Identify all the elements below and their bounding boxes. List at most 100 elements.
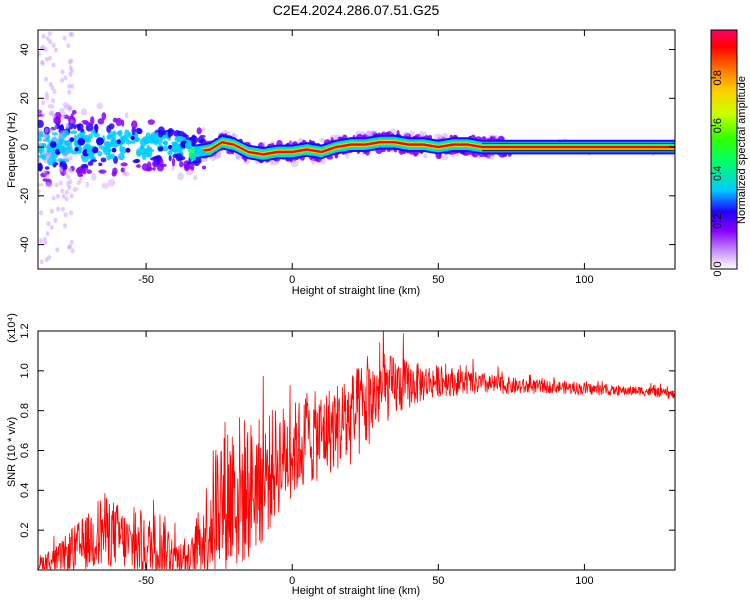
spectrogram-cell	[49, 208, 54, 214]
spectrogram-cell	[70, 248, 75, 254]
spectrogram-cell	[39, 259, 44, 265]
spectrogram-cell	[119, 145, 124, 153]
spectrogram-cell	[43, 240, 48, 246]
spectrogram-ytick-label: -40	[19, 237, 31, 253]
spectrogram-cell	[437, 135, 445, 139]
spectrogram-cell	[45, 155, 50, 161]
spectrogram-blob	[191, 142, 196, 147]
spectrogram-cell	[55, 193, 60, 199]
spectrogram-cell	[71, 110, 77, 115]
spectrogram-cell	[60, 69, 65, 75]
spectrogram-cell	[42, 150, 47, 156]
spectrogram-cell	[49, 127, 54, 133]
spectrogram-cell	[53, 217, 58, 223]
spectrogram-cell	[311, 157, 316, 166]
spectrogram-cell	[98, 169, 107, 174]
spectrogram-cell	[168, 155, 172, 162]
spectrogram-cell	[85, 123, 94, 132]
snr-ytick-label: 0.6	[19, 443, 31, 458]
spectrogram-blob	[176, 135, 183, 143]
figure-title: C2E4.2024.286.07.51.G25	[273, 2, 440, 18]
spectrogram-cell	[39, 210, 44, 216]
spectrogram-cell	[193, 174, 198, 181]
spectrogram-cell	[44, 128, 49, 134]
spectrogram-cell	[45, 182, 50, 188]
spectrogram-cell	[70, 83, 75, 89]
spectrogram-cell	[38, 119, 44, 128]
colorbar: 0.0 0.2 0.4 0.6 0.8 Normalized spectral ampl…	[710, 29, 748, 277]
spectrogram-cell	[132, 159, 140, 164]
spectrogram-cell	[38, 162, 43, 172]
spectrogram-blob	[111, 147, 117, 153]
spectrogram-cell	[290, 159, 299, 168]
spectrogram-cell	[45, 36, 50, 42]
spectrogram-xlabel: Height of straight line (km)	[292, 285, 420, 297]
spectrogram-cell	[60, 130, 65, 136]
spectrogram-cell	[91, 129, 96, 135]
spectrogram-cell	[100, 157, 107, 163]
spectrogram-cell	[52, 88, 57, 94]
spectrogram-cell	[94, 124, 99, 130]
spectrogram-cell	[191, 160, 199, 164]
spectrogram-ridge-band	[195, 141, 675, 156]
spectrogram-cell	[60, 206, 65, 212]
spectrogram-cell	[107, 179, 116, 187]
spectrogram-cell	[62, 35, 67, 41]
spectrogram-cell	[115, 117, 123, 127]
spectrogram-cell	[153, 158, 157, 168]
spectrogram-blob	[77, 138, 86, 146]
spectrogram-cell	[177, 172, 184, 181]
spectrogram-cell	[38, 188, 41, 194]
spectrogram-cell	[64, 196, 69, 202]
spectrogram-cell	[201, 165, 207, 170]
spectrogram-cell	[73, 134, 78, 142]
spectrogram-cell	[42, 236, 47, 242]
spectrogram-cell	[390, 128, 397, 135]
spectrogram-blob	[58, 145, 67, 153]
spectrogram-axes: -50 0 50 100 -40 -20 0 20 40	[19, 30, 675, 286]
spectrogram-cell	[62, 112, 67, 118]
spectrogram-cell	[103, 140, 111, 149]
colorbar-label: Normalized spectral amplitude	[736, 76, 748, 224]
spectrogram-cell	[58, 125, 65, 131]
spectrogram-cell	[455, 153, 460, 157]
spectrogram-cell	[89, 156, 97, 160]
snr-ylabel: SNR (10 * v/v)	[6, 417, 18, 487]
spectrogram-cell	[44, 257, 49, 263]
spectrogram-cell	[128, 131, 132, 139]
spectrogram-cell	[63, 75, 68, 81]
spectrogram-ytick-label: 20	[19, 92, 31, 104]
spectrogram-cell	[47, 103, 55, 109]
colorbar-frame	[710, 29, 738, 270]
colorbar-tick-label: 0.8	[712, 70, 724, 85]
spectrogram-heatmap	[38, 31, 675, 265]
spectrogram-cell	[196, 127, 202, 135]
spectrogram-cell	[44, 56, 49, 62]
spectrogram-blob	[134, 137, 140, 143]
spectrogram-cell	[171, 157, 176, 167]
spectrogram-cell	[38, 110, 42, 116]
spectrogram-ytick-label: -20	[19, 188, 31, 204]
snr-xtick-label: 100	[575, 575, 593, 587]
spectrogram-cell	[152, 167, 156, 171]
spectrogram-cell	[93, 133, 100, 138]
spectrogram-cell	[49, 224, 54, 230]
spectrogram-panel: -50 0 50 100 -40 -20 0 20 40 Height of straight …	[6, 29, 676, 297]
snr-xtick-label: -50	[138, 575, 154, 587]
spectrogram-blob	[92, 146, 99, 154]
spectrogram-blob	[162, 140, 168, 146]
spectrogram-blob	[158, 146, 164, 152]
snr-ytick-label: 0.8	[19, 403, 31, 418]
spectrogram-cell	[67, 184, 72, 190]
spectrogram-cell	[423, 153, 428, 159]
spectrogram-cell	[78, 176, 82, 184]
spectrogram-cell	[48, 81, 53, 87]
spectrogram-cell	[123, 171, 127, 176]
snr-series-line	[38, 331, 675, 570]
spectrogram-cell	[289, 139, 294, 147]
spectrogram-cell	[51, 195, 56, 201]
spectrogram-xtick-label: 100	[575, 274, 593, 286]
colorbar-tick-label: 0.0	[712, 261, 724, 276]
spectrogram-blob	[168, 144, 173, 150]
